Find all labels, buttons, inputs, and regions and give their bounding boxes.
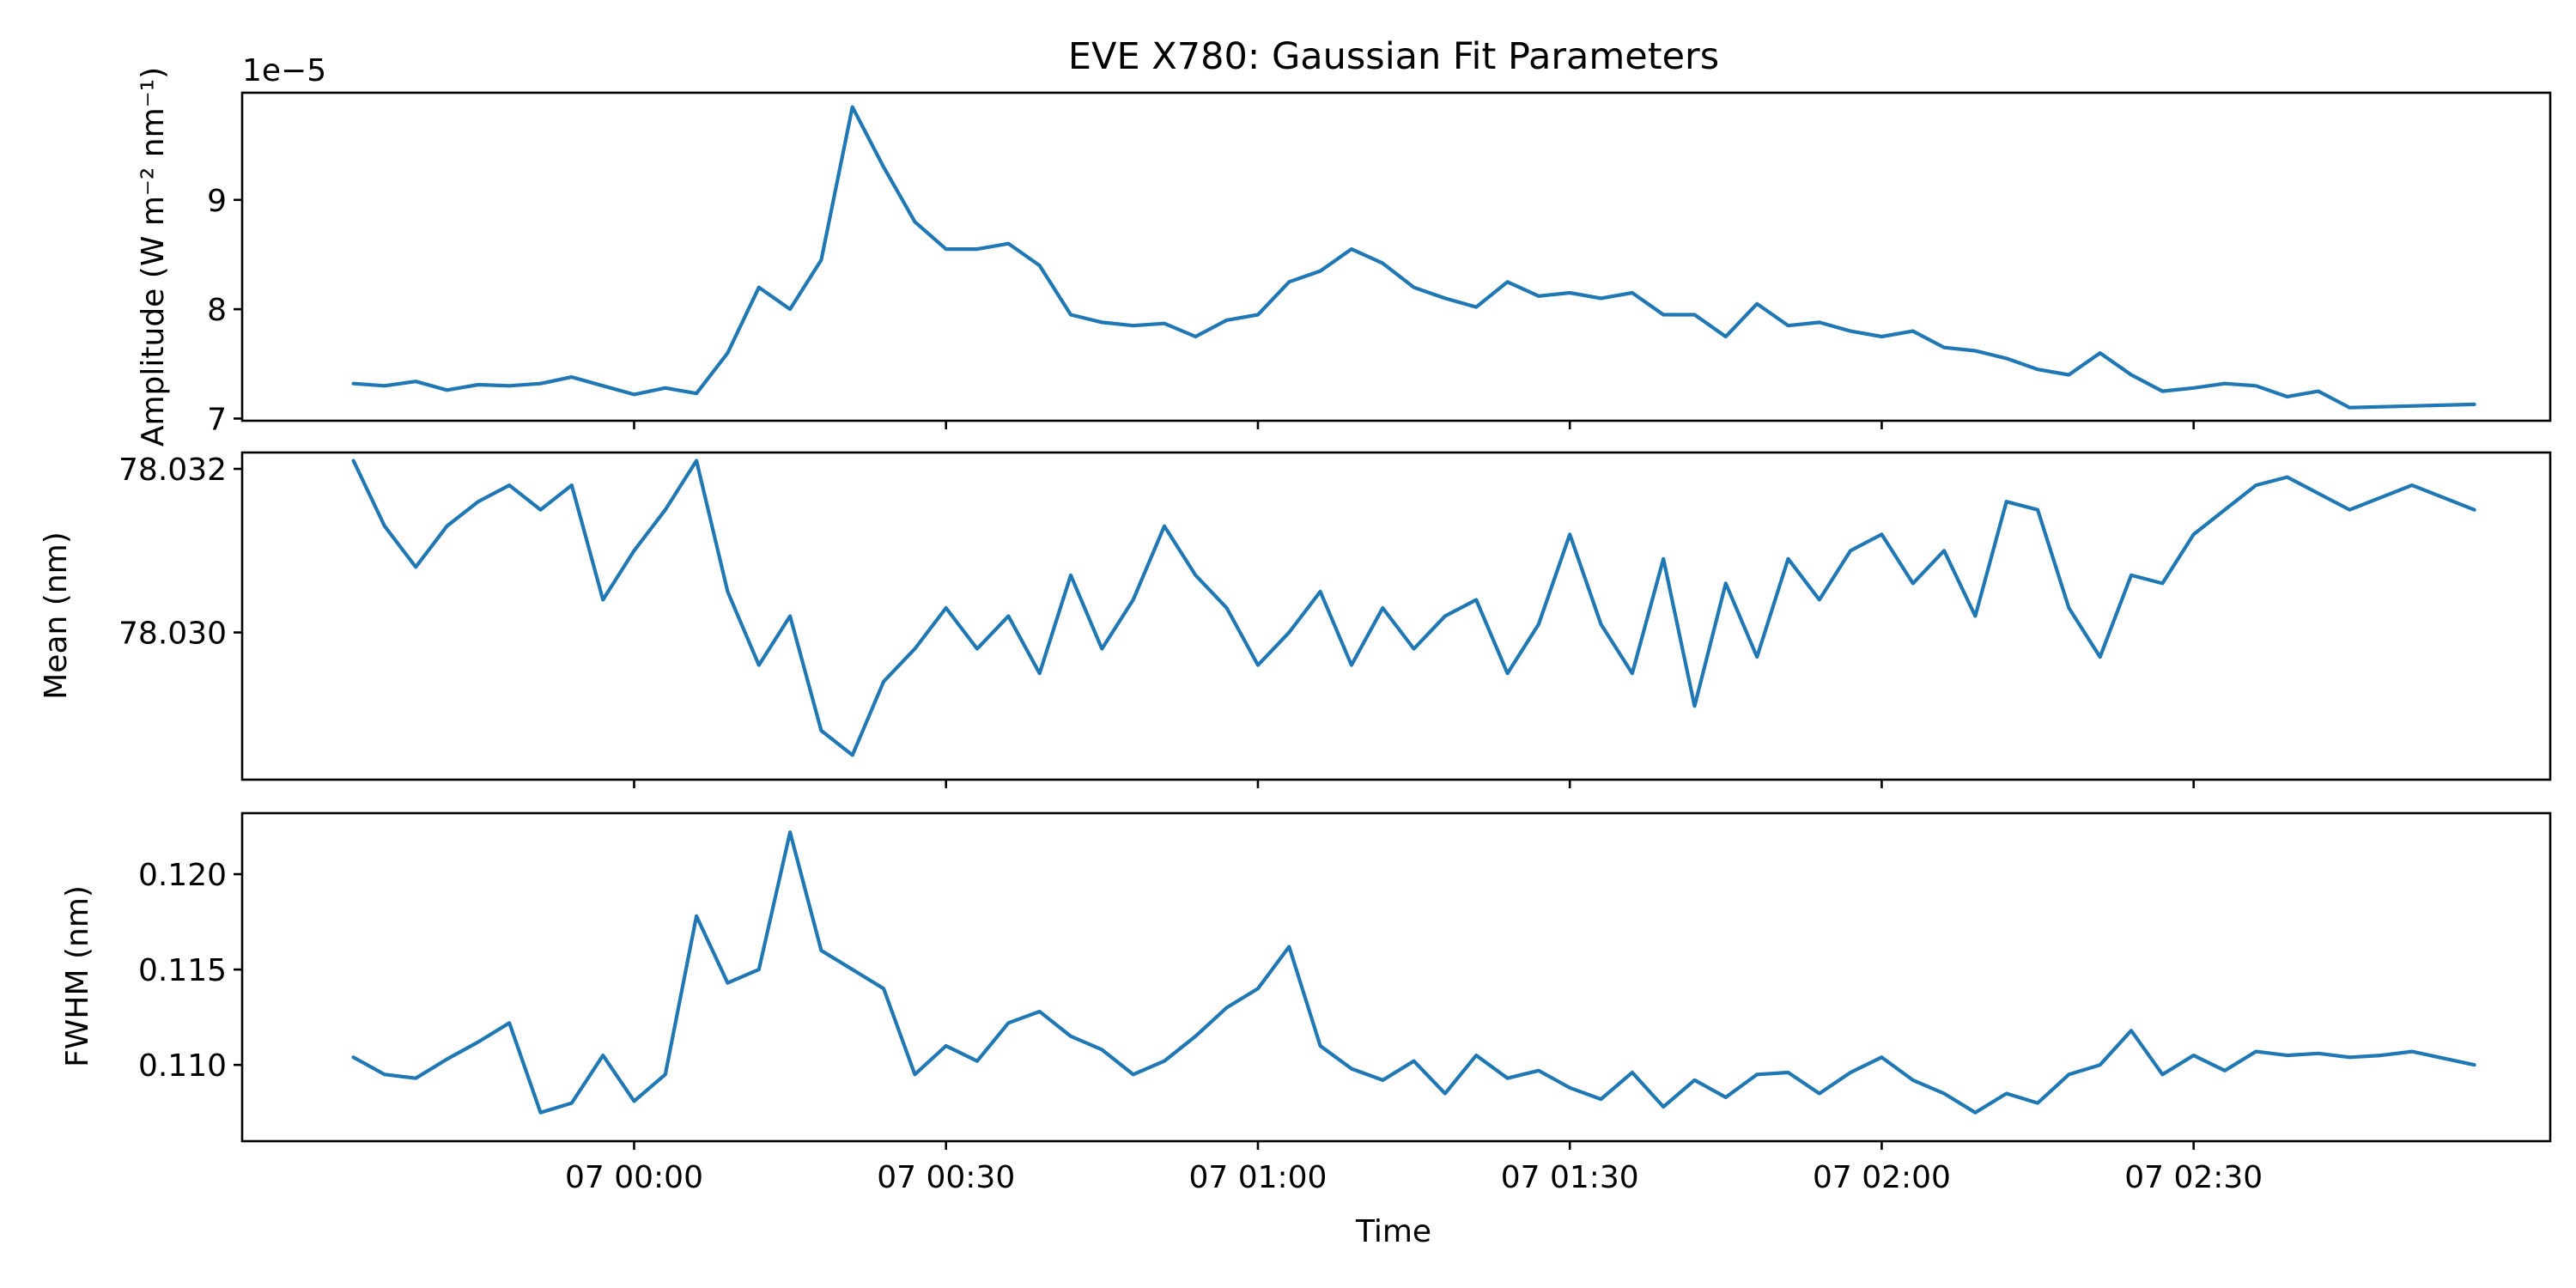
x-tick-label: 07 01:00 <box>1188 1160 1327 1195</box>
amplitude-offset-text: 1e−5 <box>242 53 326 88</box>
x-tick-label: 07 00:30 <box>877 1160 1015 1195</box>
x-tick-label: 07 02:30 <box>2124 1160 2263 1195</box>
mean-plot-frame <box>240 451 2552 781</box>
chart-title: EVE X780: Gaussian Fit Parameters <box>1068 35 1719 78</box>
x-tick-label: 07 02:00 <box>1813 1160 1951 1195</box>
mean-series-line <box>351 459 2476 757</box>
amplitude-y-tick-label: 9 <box>207 184 227 219</box>
fwhm-y-tick-label: 0.110 <box>138 1048 227 1084</box>
fwhm-panel: FWHM (nm) 0.110 0.115 0.120 <box>60 811 2552 1150</box>
fwhm-y-axis-label: FWHM (nm) <box>60 885 95 1067</box>
x-axis-label: Time <box>1355 1214 1431 1249</box>
fwhm-y-tick-label: 0.120 <box>138 858 227 893</box>
amplitude-plot-frame <box>240 91 2552 422</box>
amplitude-y-tick-label: 7 <box>207 402 227 437</box>
amplitude-series-line <box>351 105 2476 410</box>
fwhm-series-line <box>351 830 2476 1115</box>
mean-panel: Mean (nm) 78.030 78.032 <box>39 451 2552 788</box>
fwhm-y-tick-label: 0.115 <box>138 953 227 988</box>
amplitude-panel: 1e−5 Amplitude (W m⁻² nm⁻¹) 7 8 9 <box>136 53 2552 447</box>
x-tick-label: 07 00:00 <box>565 1160 703 1195</box>
amplitude-y-tick-label: 8 <box>207 293 227 328</box>
fwhm-plot-frame <box>240 811 2552 1143</box>
mean-y-tick-label: 78.032 <box>118 453 227 488</box>
amplitude-y-axis-label: Amplitude (W m⁻² nm⁻¹) <box>136 67 171 447</box>
mean-y-tick-label: 78.030 <box>118 617 227 652</box>
x-tick-label: 07 01:30 <box>1501 1160 1639 1195</box>
mean-y-axis-label: Mean (nm) <box>39 532 74 700</box>
